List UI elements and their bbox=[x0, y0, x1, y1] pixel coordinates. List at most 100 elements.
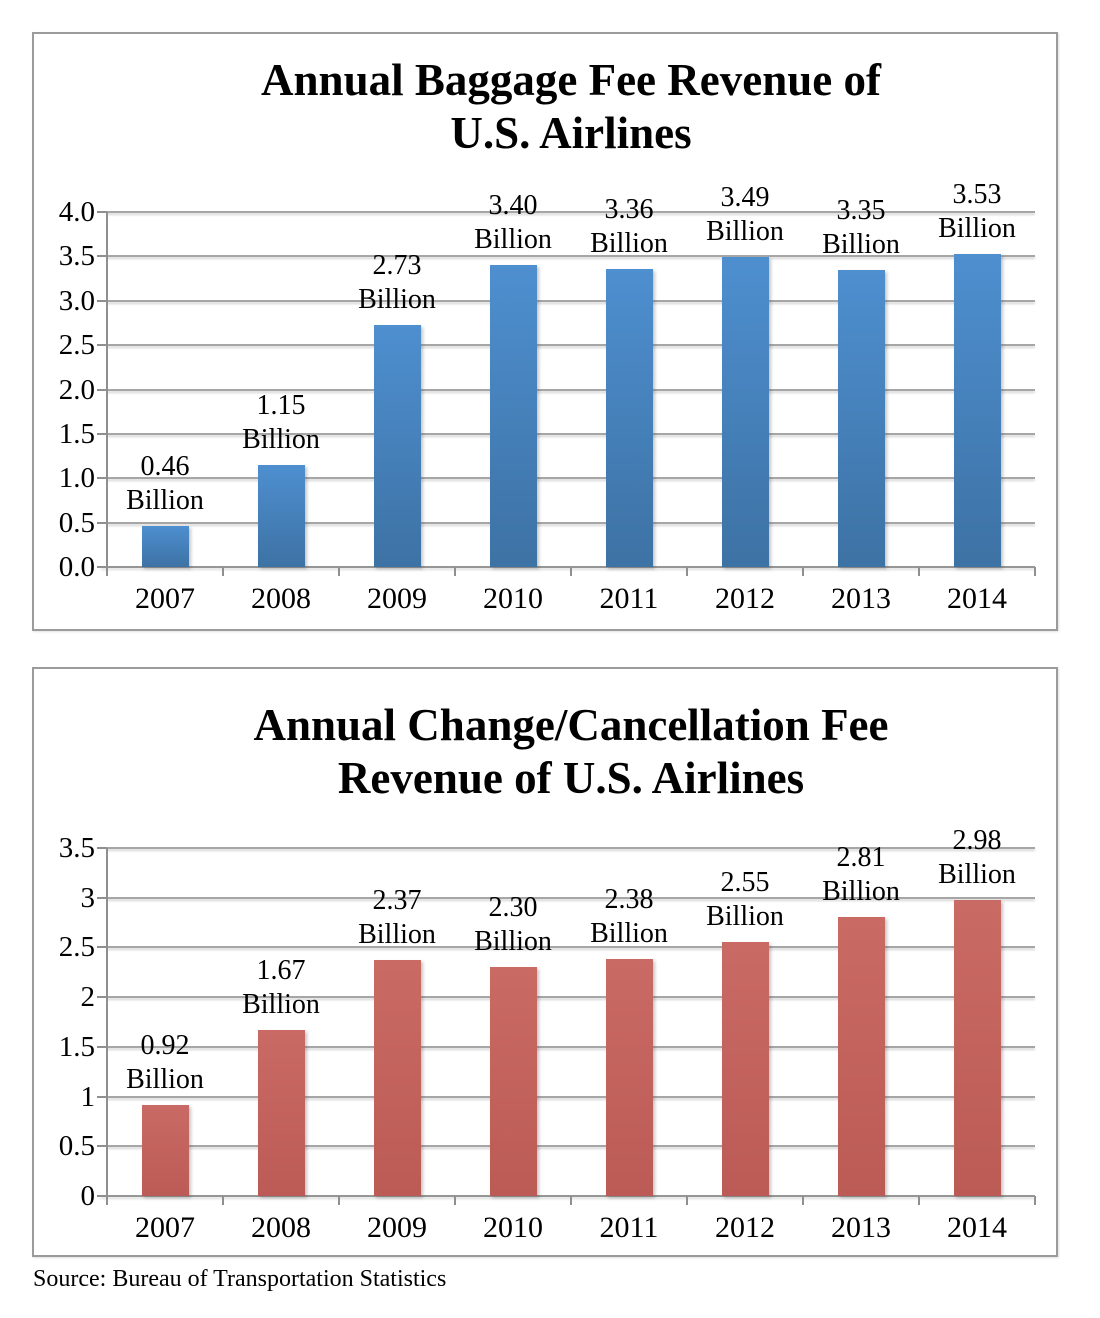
bar-unit: Billion bbox=[242, 424, 320, 455]
x-axis-tick bbox=[1034, 1196, 1036, 1205]
x-axis-tick bbox=[338, 1196, 340, 1205]
x-axis-tick bbox=[106, 567, 108, 576]
gridline bbox=[107, 522, 1035, 524]
x-axis-category-label: 2010 bbox=[483, 582, 543, 615]
bar-2011 bbox=[606, 269, 653, 567]
x-axis-tick bbox=[918, 1196, 920, 1205]
x-axis-category-label: 2007 bbox=[135, 582, 195, 615]
bar-value-label: 2.55 Billion bbox=[665, 866, 825, 934]
x-axis-category-label: 2013 bbox=[831, 1211, 891, 1244]
bar-2009 bbox=[374, 960, 421, 1196]
x-axis-tick bbox=[802, 567, 804, 576]
chart-title-line: U.S. Airlines bbox=[450, 108, 692, 158]
y-axis-tick bbox=[97, 522, 107, 524]
bar-unit: Billion bbox=[938, 213, 1016, 244]
y-axis-tick-label: 1.5 bbox=[58, 418, 95, 450]
chart-title-line: Annual Change/Cancellation Fee bbox=[253, 700, 889, 750]
y-axis-tick bbox=[97, 344, 107, 346]
bar-unit: Billion bbox=[242, 989, 320, 1020]
gridline bbox=[107, 211, 1035, 213]
bar-unit: Billion bbox=[358, 284, 436, 315]
y-axis-line bbox=[106, 848, 108, 1205]
gridline bbox=[107, 344, 1035, 346]
x-axis-category-label: 2014 bbox=[947, 1211, 1007, 1244]
y-axis-tick bbox=[97, 389, 107, 391]
x-axis-tick bbox=[570, 1196, 572, 1205]
bar-value: 3.40 bbox=[488, 190, 538, 221]
x-axis-tick bbox=[338, 567, 340, 576]
chart-title: Annual Baggage Fee Revenue of U.S. Airlin… bbox=[107, 54, 1035, 160]
bar-2008 bbox=[258, 1030, 305, 1196]
y-axis-tick-label: 0.0 bbox=[58, 551, 95, 583]
gridline bbox=[107, 433, 1035, 435]
bar-value-label: 3.35 Billion bbox=[781, 194, 941, 262]
bar-unit: Billion bbox=[358, 919, 436, 950]
bar-value: 2.30 bbox=[488, 892, 538, 923]
chart-title: Annual Change/Cancellation Fee Revenue of… bbox=[107, 699, 1035, 805]
x-axis-line bbox=[101, 566, 1035, 568]
y-axis-tick-label: 1 bbox=[80, 1081, 96, 1113]
change-cancellation-fee-revenue-chart: Annual Change/Cancellation Fee Revenue of… bbox=[32, 667, 1058, 1257]
bar-value: 3.49 bbox=[720, 182, 770, 213]
bar-value: 3.36 bbox=[604, 194, 654, 225]
gridline bbox=[107, 1046, 1035, 1048]
x-axis-tick bbox=[802, 1196, 804, 1205]
y-axis-tick-label: 4.0 bbox=[58, 196, 95, 228]
y-axis-tick bbox=[97, 211, 107, 213]
bar-2013 bbox=[838, 917, 885, 1196]
plot-area: 0.46 Billion 2007 1.15 Billion 2008 2.73 Billio… bbox=[101, 179, 1036, 615]
bar-value-label: 3.40 Billion bbox=[433, 189, 593, 257]
gridline bbox=[107, 996, 1035, 998]
gridline bbox=[107, 300, 1035, 302]
bar-unit: Billion bbox=[706, 216, 784, 247]
bar-unit: Billion bbox=[822, 876, 900, 907]
bar-2014 bbox=[954, 900, 1001, 1196]
bar-unit: Billion bbox=[590, 228, 668, 259]
y-axis-tick-label: 2.5 bbox=[58, 329, 95, 361]
bar-value: 2.98 bbox=[952, 825, 1002, 856]
x-axis-tick bbox=[918, 567, 920, 576]
y-axis-line bbox=[106, 212, 108, 576]
x-axis-category-label: 2009 bbox=[367, 582, 427, 615]
bar-value-label: 0.46 Billion bbox=[85, 450, 245, 518]
y-axis-tick bbox=[97, 566, 107, 568]
y-axis-tick bbox=[97, 433, 107, 435]
y-axis-tick bbox=[97, 255, 107, 257]
bar-2007 bbox=[142, 526, 189, 567]
y-axis-tick bbox=[97, 300, 107, 302]
x-axis-tick bbox=[1034, 567, 1036, 576]
bar-unit: Billion bbox=[126, 485, 204, 516]
bar-2010 bbox=[490, 265, 537, 567]
chart-title-line: Annual Baggage Fee Revenue of bbox=[261, 55, 881, 105]
x-axis-category-label: 2012 bbox=[715, 1211, 775, 1244]
bar-2012 bbox=[722, 257, 769, 567]
bar-value: 3.53 bbox=[952, 179, 1002, 210]
bar-2007 bbox=[142, 1105, 189, 1196]
bar-value-label: 3.49 Billion bbox=[665, 181, 825, 249]
x-axis-category-label: 2008 bbox=[251, 582, 311, 615]
x-axis-tick bbox=[686, 1196, 688, 1205]
x-axis-category-label: 2007 bbox=[135, 1211, 195, 1244]
bar-value-label: 2.37 Billion bbox=[317, 884, 477, 952]
bar-value: 2.38 bbox=[604, 884, 654, 915]
y-axis-tick bbox=[97, 946, 107, 948]
x-axis-tick bbox=[222, 567, 224, 576]
bar-value-label: 0.92 Billion bbox=[85, 1029, 245, 1097]
gridline bbox=[107, 389, 1035, 391]
gridline bbox=[107, 255, 1035, 257]
y-axis-tick-label: 3 bbox=[80, 882, 96, 914]
x-axis-tick bbox=[106, 1196, 108, 1205]
x-axis-category-label: 2011 bbox=[599, 582, 659, 615]
gridline bbox=[107, 1145, 1035, 1147]
y-axis-tick bbox=[97, 1046, 107, 1048]
bar-unit: Billion bbox=[474, 224, 552, 255]
gridline bbox=[107, 897, 1035, 899]
x-axis-category-label: 2009 bbox=[367, 1211, 427, 1244]
bar-value: 0.92 bbox=[140, 1030, 190, 1061]
bar-unit: Billion bbox=[822, 229, 900, 260]
y-axis-tick-label: 2.5 bbox=[58, 931, 95, 963]
bar-value: 2.81 bbox=[836, 842, 886, 873]
bar-value-label: 1.67 Billion bbox=[201, 954, 361, 1022]
chart-title-line: Revenue of U.S. Airlines bbox=[337, 753, 805, 803]
bar-value-label: 2.38 Billion bbox=[549, 883, 709, 951]
